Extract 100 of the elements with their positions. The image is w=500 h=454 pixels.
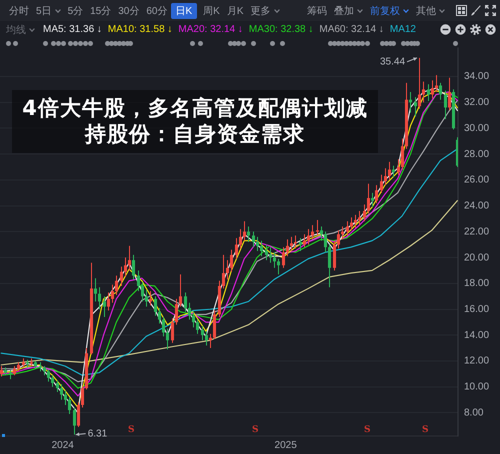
annotation: 6.31	[88, 428, 108, 440]
candlestick	[246, 226, 250, 242]
annotation: S	[364, 425, 370, 435]
x-tick-label: 2024	[52, 440, 74, 451]
candlestick	[286, 238, 290, 257]
candlestick	[170, 318, 174, 344]
candlestick	[448, 77, 452, 111]
candlestick	[392, 165, 396, 178]
candlestick	[298, 238, 302, 252]
candlestick	[60, 384, 64, 400]
candlestick	[324, 231, 328, 253]
candlestick	[408, 91, 412, 114]
candlestick	[8, 370, 12, 380]
candlestick	[158, 307, 162, 324]
candlestick	[212, 310, 216, 340]
annotation: S	[128, 425, 134, 435]
candlestick	[162, 316, 166, 337]
candlestick	[64, 390, 68, 406]
candlestick	[290, 236, 294, 252]
y-tick-label: 34.00	[464, 71, 490, 82]
y-tick-label: 24.00	[464, 200, 490, 212]
y-tick-label: 8.00	[464, 407, 484, 418]
candlestick	[434, 74, 438, 92]
candlestick	[132, 254, 136, 280]
candlestick	[50, 374, 54, 388]
candlestick	[144, 289, 148, 308]
candlestick	[22, 358, 26, 368]
candlestick	[208, 333, 212, 349]
annotation: S	[252, 425, 258, 435]
candlestick	[328, 244, 332, 288]
candlestick	[102, 296, 106, 318]
candlestick	[222, 254, 226, 290]
candlestick	[388, 161, 392, 180]
text: 其他	[416, 4, 436, 18]
candlestick	[444, 90, 448, 120]
candlestick	[430, 80, 434, 99]
candlestick	[148, 290, 152, 306]
candlestick	[264, 244, 268, 261]
candlestick	[396, 158, 400, 176]
candlestick	[354, 214, 358, 228]
candlestick	[12, 366, 16, 376]
candlestick	[310, 224, 314, 240]
candlestick	[56, 380, 60, 393]
candlestick	[374, 184, 378, 204]
y-tick-label: 28.00	[464, 148, 490, 160]
text: 4倍大牛股，多名高管及配偶计划减持股份：自身资金需求	[12, 90, 378, 153]
candlestick	[350, 216, 354, 231]
candlestick	[272, 252, 276, 268]
y-tick-label: 22.00	[464, 226, 490, 238]
candlestick	[184, 292, 188, 312]
text: 5日	[36, 4, 52, 18]
candlestick	[200, 326, 204, 341]
candlestick	[38, 362, 42, 372]
candlestick	[358, 210, 362, 226]
candlestick	[154, 296, 158, 316]
candlestick	[188, 302, 192, 320]
candlestick	[422, 81, 426, 103]
candlestick	[340, 226, 344, 240]
candlestick	[268, 246, 272, 264]
text: MA20: 32.14 ↓	[178, 24, 243, 35]
candlestick	[400, 138, 404, 170]
text: 5分	[68, 4, 84, 18]
candlestick	[306, 228, 310, 246]
candlestick	[276, 258, 280, 275]
candlestick	[76, 402, 80, 428]
y-tick-label: 32.00	[464, 97, 490, 108]
annotation: 35.44	[380, 56, 406, 68]
candlestick	[370, 192, 374, 208]
text: 30分	[118, 4, 140, 18]
candlestick	[302, 234, 306, 248]
candlestick	[362, 204, 366, 222]
candlestick	[110, 284, 114, 304]
y-tick-label: 30.00	[464, 122, 490, 134]
candlestick	[72, 407, 76, 436]
candlestick	[294, 235, 298, 249]
candlestick	[80, 385, 84, 408]
candlestick	[426, 84, 430, 102]
candlestick	[124, 257, 128, 278]
text: 更多	[250, 4, 271, 18]
candlestick	[174, 298, 178, 326]
candlestick	[242, 220, 246, 242]
text: MA60: 32.14 ↓	[319, 24, 384, 35]
text: MA30: 32.38 ↓	[248, 24, 314, 35]
candlestick	[252, 231, 256, 248]
text: 筹码	[307, 4, 327, 18]
candlestick	[46, 370, 50, 382]
candlestick	[384, 168, 388, 186]
candlestick	[226, 260, 230, 280]
candlestick	[204, 330, 208, 346]
candlestick	[282, 246, 286, 268]
y-tick-label: 14.00	[464, 330, 490, 341]
candlestick	[332, 240, 336, 271]
candlestick	[260, 240, 264, 257]
legend-title: 均线	[6, 24, 26, 36]
text: MA5: 31.36 ↓	[43, 24, 102, 35]
candlestick	[120, 266, 124, 286]
selected-tab: 日K	[170, 2, 198, 18]
candlestick	[438, 82, 442, 100]
candlestick	[256, 236, 260, 252]
candlestick	[94, 278, 98, 302]
